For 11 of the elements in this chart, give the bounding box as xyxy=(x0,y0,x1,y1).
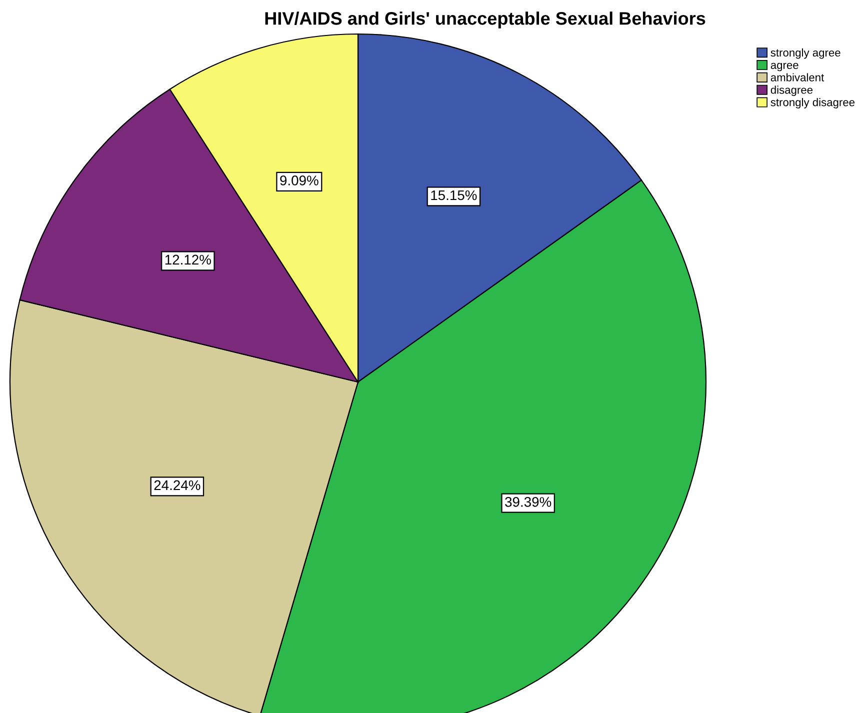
legend-label: strongly disagree xyxy=(770,98,855,108)
data-label: 39.39% xyxy=(505,497,552,507)
legend-label: ambivalent xyxy=(770,73,824,82)
legend-label: agree xyxy=(770,62,798,72)
chart-title: HIV/AIDS and Girls' unacceptable Sexual Behaviors xyxy=(265,12,706,28)
legend-label: disagree xyxy=(770,86,813,96)
legend-label: strongly agree xyxy=(770,48,840,59)
data-label: 24.24% xyxy=(154,480,200,490)
data-label: 15.15% xyxy=(431,190,477,200)
data-label: 12.12% xyxy=(165,254,211,265)
data-label: 9.09% xyxy=(280,176,318,186)
